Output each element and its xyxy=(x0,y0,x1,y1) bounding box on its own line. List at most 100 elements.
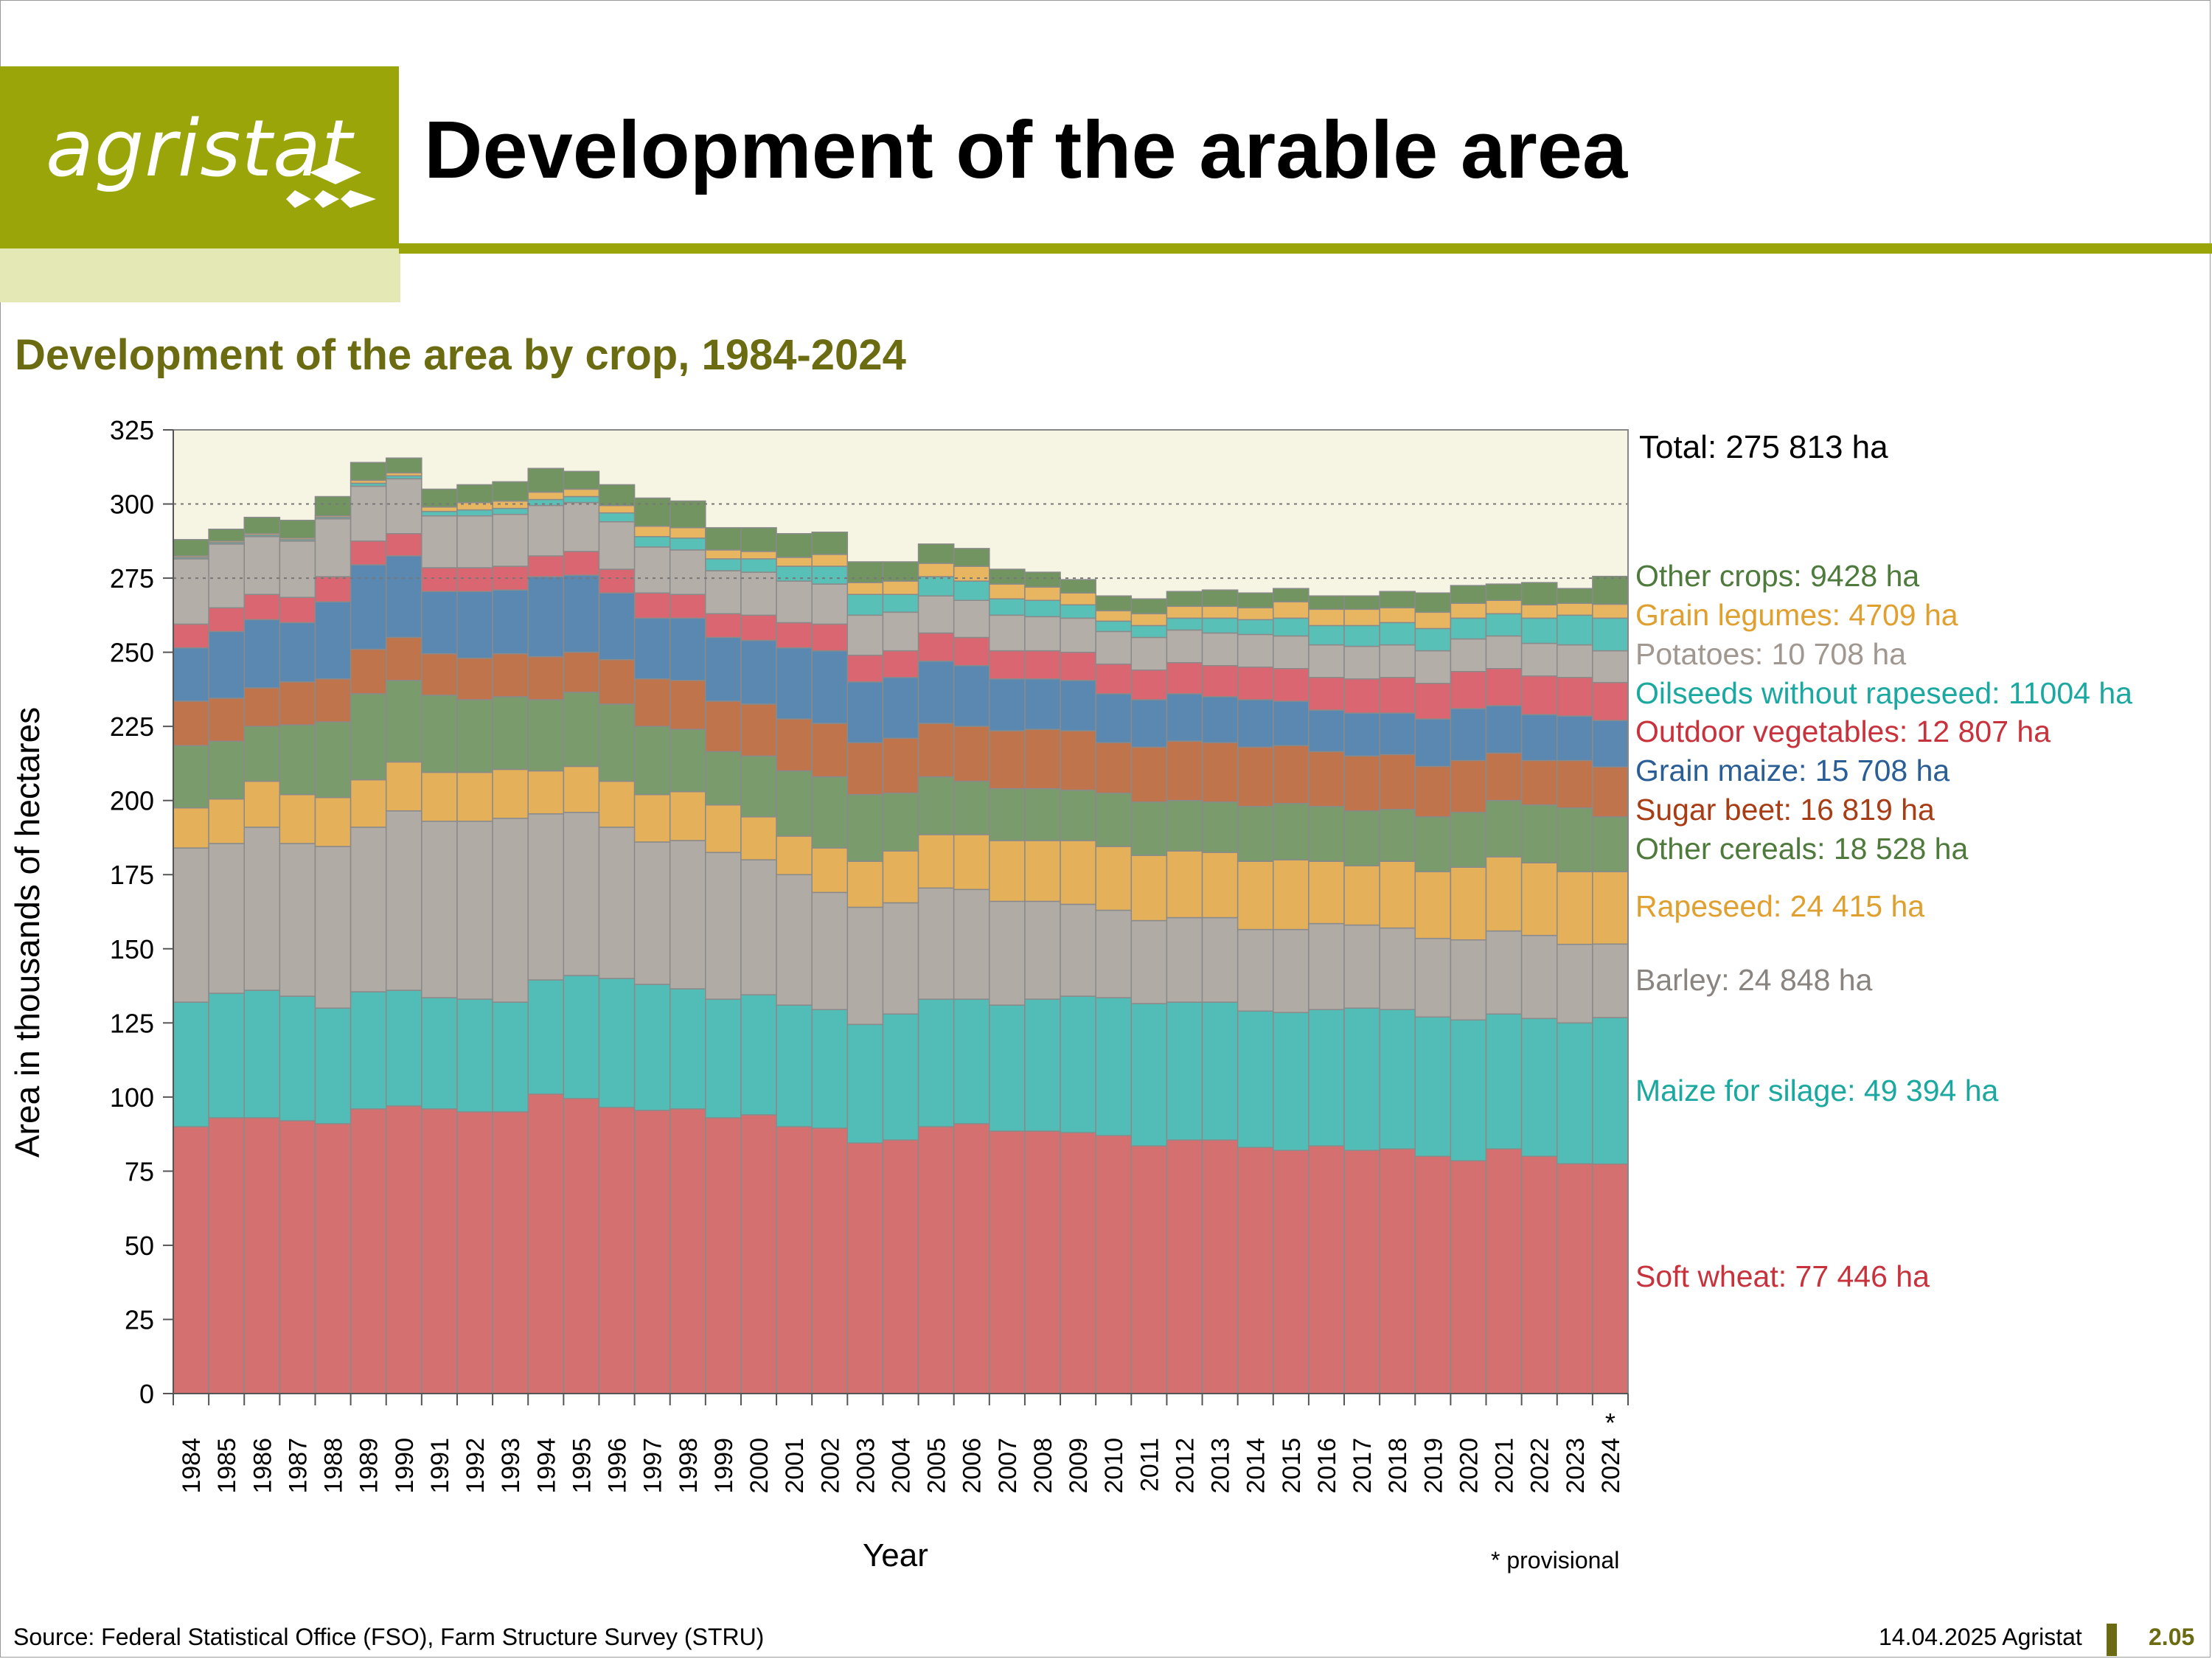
bar-segment xyxy=(1166,661,1203,695)
bar-segment xyxy=(953,888,990,1000)
bar-segment xyxy=(1095,595,1133,612)
bar-segment xyxy=(1024,787,1061,841)
bar-segment xyxy=(1414,1016,1452,1158)
bar-segment xyxy=(1273,635,1310,669)
bar-segment xyxy=(846,860,884,908)
bar-segment xyxy=(527,770,565,815)
x-tick-label: 1986 xyxy=(248,1438,276,1494)
bar-segment xyxy=(279,793,316,844)
bar-segment xyxy=(1557,602,1593,616)
x-tick-label: 2013 xyxy=(1207,1438,1235,1494)
bar-segment xyxy=(1237,805,1274,862)
bar-segment xyxy=(598,1107,636,1394)
bar-segment xyxy=(456,509,493,517)
bar-segment xyxy=(598,827,636,979)
bar-segment xyxy=(385,533,422,557)
bar-segment xyxy=(492,1111,529,1394)
bar-segment xyxy=(208,740,245,800)
bar-segment xyxy=(1592,575,1629,605)
provisional-marker: * xyxy=(1605,1408,1615,1438)
bar-segment xyxy=(1343,595,1380,611)
bar-segment xyxy=(1520,804,1558,863)
bar-segment xyxy=(1414,592,1452,613)
bar-segment xyxy=(740,859,777,995)
bar-segment xyxy=(776,835,813,875)
bar-segment xyxy=(492,481,529,502)
bar-segment xyxy=(1024,571,1061,588)
bar-segment xyxy=(421,567,458,592)
bar-segment xyxy=(633,793,671,843)
bar-segment xyxy=(598,512,636,523)
x-tick-label: 1994 xyxy=(532,1438,560,1494)
bar-segment xyxy=(1343,625,1380,647)
bar-segment xyxy=(1520,1155,1558,1394)
bar-segment xyxy=(563,765,600,813)
legend-item: Other crops: 9428 ha xyxy=(1635,559,1920,593)
y-tick-label: 175 xyxy=(110,860,154,890)
bar-segment xyxy=(1095,792,1133,847)
bar-segment xyxy=(208,798,245,844)
bar-segment xyxy=(385,990,422,1107)
bar-segment xyxy=(279,519,316,539)
bar-segment xyxy=(917,660,955,724)
bar-segment xyxy=(1557,1022,1593,1165)
bar-segment xyxy=(1201,696,1239,744)
bar-segment xyxy=(1166,617,1203,631)
bar-segment xyxy=(1308,1009,1345,1147)
x-tick-label: 2018 xyxy=(1384,1438,1412,1494)
legend-item: Grain maize: 15 708 ha xyxy=(1635,754,1950,787)
bar-segment xyxy=(633,546,671,594)
bar-segment xyxy=(776,1126,813,1394)
bar-segment xyxy=(989,598,1026,616)
bar-segment xyxy=(846,793,884,862)
y-tick-label: 250 xyxy=(110,638,154,668)
bar-segment xyxy=(563,1098,600,1394)
bar-segment xyxy=(1060,617,1096,653)
bar-segment xyxy=(279,724,316,796)
bar-segment xyxy=(705,526,742,551)
bar-segment xyxy=(421,1108,458,1394)
bar-segment xyxy=(633,984,671,1111)
bar-segment xyxy=(917,595,955,634)
bar-segment xyxy=(1166,605,1203,619)
bar-segment xyxy=(1379,927,1416,1010)
bar-segment xyxy=(527,504,565,557)
bar-segment xyxy=(1557,943,1593,1024)
bar-segment xyxy=(456,484,493,504)
bar-segment xyxy=(173,700,209,747)
bar-segment xyxy=(776,874,813,1006)
bar-segment xyxy=(953,998,990,1124)
bar-segment xyxy=(1379,712,1416,756)
bar-segment xyxy=(527,491,565,501)
bar-segment xyxy=(811,623,849,652)
page-title: Development of the arable area xyxy=(424,105,1628,195)
bar-segment xyxy=(1060,680,1096,731)
bar-segment xyxy=(811,583,849,625)
bar-segment xyxy=(349,462,387,481)
bar-segment xyxy=(1024,900,1061,1000)
bar-segment xyxy=(953,566,990,582)
y-tick-label: 25 xyxy=(125,1304,154,1335)
bar-segment xyxy=(1201,917,1239,1003)
bar-segment xyxy=(314,846,352,1009)
y-tick-label: 50 xyxy=(125,1231,154,1261)
bar-segment xyxy=(1379,754,1416,810)
bar-segment xyxy=(1060,592,1096,606)
bar-segment xyxy=(1166,850,1203,919)
bar-segment xyxy=(421,506,458,512)
bar-segment xyxy=(1450,866,1487,941)
bar-segment xyxy=(811,891,849,1010)
bar-segment xyxy=(1414,718,1452,768)
bar-segment xyxy=(1201,605,1239,619)
bar-segment xyxy=(633,726,671,796)
x-tick-label: 2022 xyxy=(1526,1438,1554,1494)
bar-segment xyxy=(846,582,884,595)
bar-segment xyxy=(456,591,493,659)
bar-segment xyxy=(208,543,245,609)
bar-segment xyxy=(633,841,671,985)
bar-segment xyxy=(740,551,777,560)
x-tick-label: 2000 xyxy=(745,1438,773,1494)
bar-segment xyxy=(598,484,636,507)
bar-segment xyxy=(1024,586,1061,601)
